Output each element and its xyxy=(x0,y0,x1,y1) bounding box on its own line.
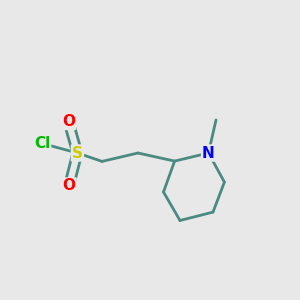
Text: S: S xyxy=(72,146,83,160)
Text: O: O xyxy=(62,114,75,129)
Text: Cl: Cl xyxy=(34,136,50,151)
Text: N: N xyxy=(202,146,215,160)
Text: O: O xyxy=(62,178,76,194)
